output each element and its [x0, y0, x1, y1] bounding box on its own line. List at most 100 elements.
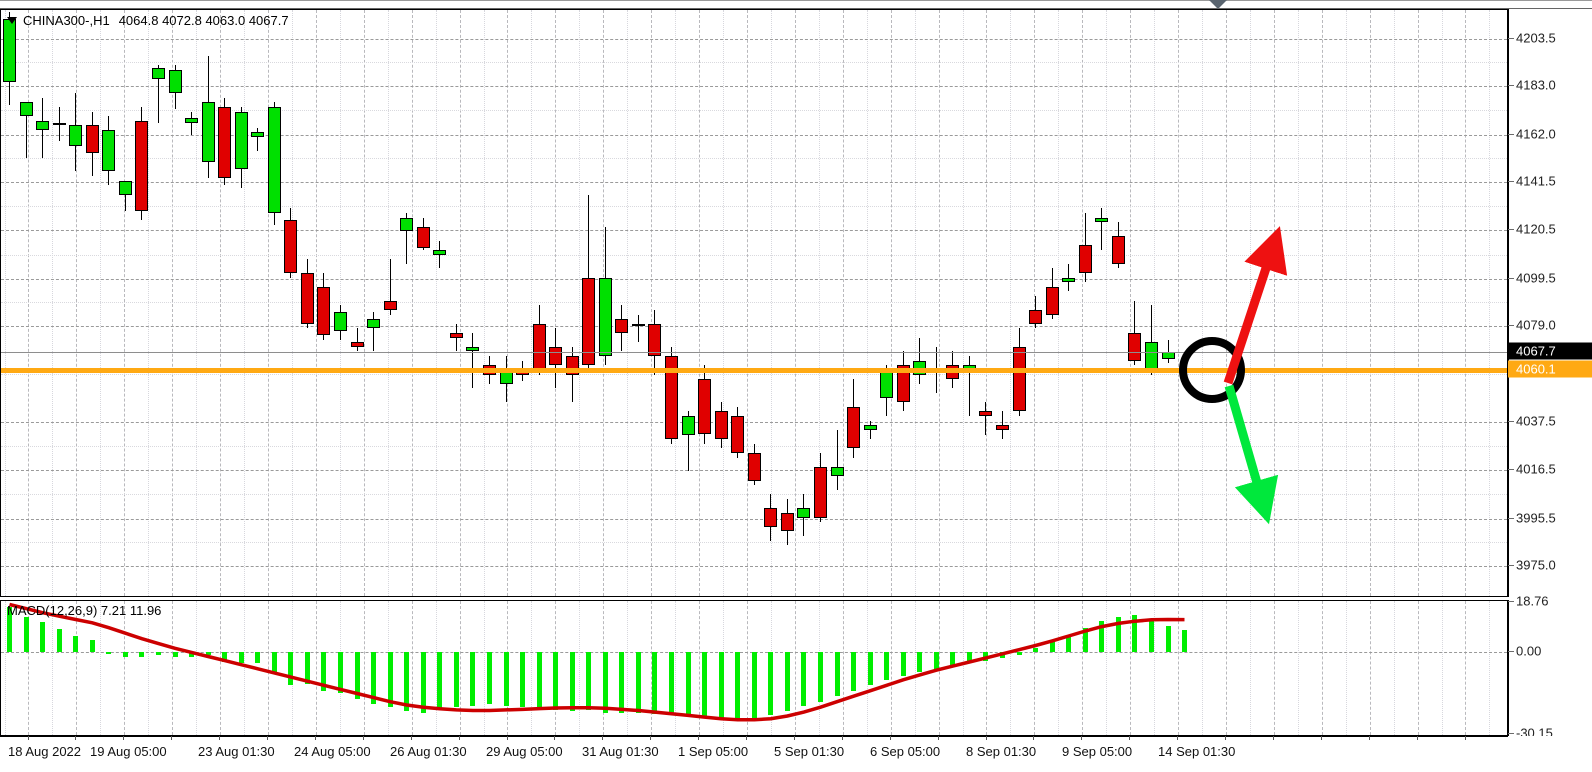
candle-wick: [1068, 263, 1070, 292]
candlestick: [681, 10, 695, 596]
time-axis-tick: [650, 736, 652, 740]
candlestick: [913, 10, 927, 596]
macd-histogram-bar: [1148, 620, 1154, 653]
macd-histogram-bar: [1049, 641, 1055, 653]
macd-signal-line: [9, 602, 1185, 722]
price-axis-border: [1508, 9, 1509, 597]
candlestick: [367, 10, 381, 596]
candle-body-bullish: [19, 102, 33, 117]
collapse-triangle-icon[interactable]: [7, 17, 17, 25]
candlestick: [52, 10, 66, 596]
candlestick: [532, 10, 546, 596]
candle-body-bullish: [251, 132, 265, 137]
candlestick: [1095, 10, 1109, 596]
macd-histogram-bar: [784, 652, 790, 712]
candle-body-bearish: [85, 125, 99, 154]
price-axis-label: 4120.5: [1516, 221, 1556, 237]
candle-wick: [687, 411, 689, 472]
candle-body-bearish: [449, 332, 463, 338]
candle-body-bearish: [648, 323, 662, 357]
candle-wick: [919, 337, 921, 384]
chart-scroll-marker-icon[interactable]: [1209, 0, 1227, 9]
macd-histogram-bar: [884, 652, 890, 680]
macd-histogram-bar: [685, 652, 691, 716]
candle-wick: [1002, 411, 1003, 440]
time-axis-label: 19 Aug 05:00: [90, 744, 167, 759]
macd-histogram-bar: [255, 652, 261, 664]
gridline-vertical: [363, 601, 365, 735]
macd-axis[interactable]: 18.76 0.00 -30.15: [1508, 594, 1592, 741]
candle-body-bullish: [201, 102, 215, 163]
price-axis[interactable]: 4203.5 4183.0 4162.0 4141.5 4120.5 4099.5 4079…: [1508, 9, 1592, 597]
gridline-vertical: [1130, 601, 1132, 735]
candlestick: [665, 10, 678, 596]
candle-body-bearish: [284, 219, 298, 273]
macd-histogram-bar: [56, 629, 62, 653]
gridline-vertical: [1082, 601, 1084, 735]
candle-body-bearish: [747, 452, 761, 481]
candle-wick: [356, 328, 358, 352]
candlestick: [102, 10, 116, 596]
time-axis[interactable]: 18 Aug 2022 19 Aug 05:00 23 Aug 01:30 24 Au…: [0, 736, 1592, 772]
macd-histogram-bar: [205, 652, 211, 656]
candle-body-bullish: [185, 118, 199, 124]
candle-body-bearish: [300, 273, 314, 324]
gridline-vertical: [890, 601, 892, 735]
time-axis-tick: [793, 736, 795, 740]
candlestick: [1161, 10, 1175, 596]
gridline-vertical: [1034, 601, 1036, 735]
time-axis-tick: [410, 736, 412, 740]
candlestick: [1062, 10, 1076, 596]
chart-symbol-header: CHINA300-,H1 4064.8 4072.8 4063.0 4067.7: [7, 13, 289, 28]
candle-body-bullish: [1062, 277, 1076, 283]
macd-histogram-bar: [900, 652, 906, 676]
candlestick: [731, 10, 745, 596]
candle-body-bearish: [615, 319, 629, 333]
macd-axis-tick: [1508, 651, 1514, 653]
macd-indicator-label: MACD(12,26,9) 7.21 11.96: [7, 603, 162, 618]
gridline-vertical: [914, 601, 916, 735]
gridline-vertical: [962, 601, 964, 735]
gridline-vertical: [52, 601, 54, 735]
price-axis-tick: [1508, 133, 1514, 135]
price-axis-tick: [1508, 420, 1514, 422]
price-axis-tick: [1508, 325, 1514, 327]
candle-body-bullish: [69, 125, 83, 147]
candlestick: [85, 10, 99, 596]
gridline-vertical: [315, 601, 317, 735]
top-border: [0, 0, 1592, 1]
macd-histogram-bar: [834, 652, 840, 697]
price-axis-label: 3975.0: [1516, 557, 1556, 573]
candlestick: [714, 10, 728, 596]
time-axis-label: 8 Sep 01:30: [966, 744, 1037, 759]
gridline-horizontal-minor: [1, 373, 1507, 375]
macd-histogram-bar: [288, 652, 294, 686]
price-axis-label: 4141.5: [1516, 173, 1556, 189]
candlestick: [135, 10, 149, 596]
candlestick: [631, 10, 645, 596]
candle-body-bullish: [151, 67, 165, 80]
time-axis-tick: [1416, 736, 1418, 740]
gridline-vertical: [1465, 601, 1467, 735]
gridline-vertical: [4, 601, 6, 735]
gridline-horizontal: [1, 326, 1507, 328]
time-axis-label: 1 Sep 05:00: [678, 744, 749, 759]
time-axis-tick: [171, 736, 173, 740]
candle-body-bearish: [1045, 286, 1059, 315]
time-axis-tick: [1464, 736, 1466, 740]
macd-pane[interactable]: MACD(12,26,9) 7.21 11.96: [0, 600, 1508, 736]
candle-body-bullish: [1161, 352, 1175, 359]
candle-body-bearish: [698, 379, 712, 435]
price-axis-label: 4203.5: [1516, 30, 1556, 46]
time-axis-tick: [458, 736, 460, 740]
gridline-horizontal-minor: [1, 542, 1507, 544]
gridline-vertical: [1417, 601, 1419, 735]
time-axis-tick: [219, 736, 221, 740]
macd-histogram-bar: [222, 652, 228, 662]
price-chart-pane[interactable]: CHINA300-,H1 4064.8 4072.8 4063.0 4067.7: [0, 9, 1508, 597]
time-axis-tick: [985, 736, 987, 740]
candle-body-bullish: [118, 180, 132, 195]
candle-body-bearish: [896, 365, 910, 403]
macd-histogram-bar: [635, 652, 641, 713]
time-axis-label: 26 Aug 01:30: [390, 744, 467, 759]
